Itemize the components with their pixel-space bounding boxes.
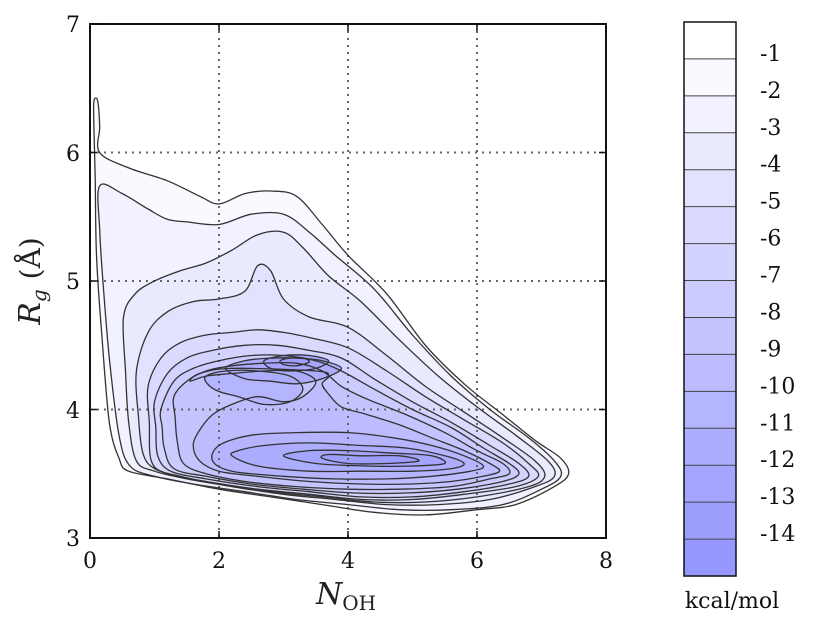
y-tick-label: 7 [66, 13, 80, 38]
colorbar-tick-label: -12 [760, 448, 795, 473]
x-tick-label: 4 [341, 549, 355, 574]
colorbar-band [684, 465, 736, 503]
contour-line-9 [189, 367, 501, 486]
x-tick-label: 6 [470, 549, 484, 574]
y-tick-labels: 3 4 5 6 7 [66, 13, 80, 552]
contour-line-12 [262, 354, 330, 372]
colorbar-band [684, 502, 736, 540]
contour-fills [93, 97, 569, 515]
x-axis-label: NOH [315, 577, 376, 615]
colorbar-tick-label: -4 [760, 153, 781, 178]
contour-line-7 [159, 354, 520, 495]
colorbar-band [684, 169, 736, 208]
colorbar-band [684, 132, 736, 171]
colorbar-tick-label: -3 [760, 116, 781, 141]
contour-line-5 [146, 329, 540, 501]
y-tick-label: 6 [66, 142, 80, 167]
colorbar-band [684, 95, 736, 134]
x-tick-label: 2 [212, 549, 226, 574]
colorbar-tick-label: -2 [760, 79, 781, 104]
colorbar-band [684, 539, 736, 577]
x-tick-label: 8 [599, 549, 613, 574]
contour-line-10 [203, 369, 304, 406]
y-tick-label: 4 [66, 399, 80, 424]
colorbar-band [684, 391, 736, 429]
colorbar-band [684, 22, 736, 60]
colorbar-tick-label: -14 [760, 522, 795, 547]
contour-lines [92, 97, 570, 516]
colorbar-band [684, 354, 736, 392]
x-tick-label: 0 [83, 549, 97, 574]
y-tick-label: 5 [66, 270, 80, 295]
colorbar-band [684, 428, 736, 466]
colorbar-tick-label: -9 [760, 337, 781, 362]
grid-lines [90, 24, 606, 538]
colorbar-band [684, 58, 736, 97]
contour-line-13 [320, 453, 420, 465]
colorbar-tick-label: -6 [760, 227, 781, 252]
colorbar-band [684, 317, 736, 355]
colorbar-tick-label: -10 [760, 374, 795, 399]
contour-line-11 [230, 442, 465, 473]
colorbar-tick-label: -1 [760, 42, 781, 67]
colorbar-frame [683, 21, 737, 577]
contour-line-10 [211, 431, 485, 480]
colorbar-band [684, 206, 736, 245]
contour-line-6 [153, 343, 530, 499]
colorbar-tick-label: -7 [760, 264, 781, 289]
contour-line-13 [279, 357, 311, 367]
contour-line-2 [97, 183, 563, 512]
axis-ticks [89, 23, 607, 539]
x-tick-labels: 0 2 4 6 8 [83, 549, 613, 574]
y-axis-label: Rg(Å) [13, 237, 51, 325]
y-tick-label: 3 [66, 527, 80, 552]
contour-line-11 [224, 357, 343, 385]
colorbar [684, 22, 736, 577]
colorbar-tick-label: -13 [760, 485, 795, 510]
colorbar-unit-label: kcal/mol [685, 589, 779, 614]
colorbar-band [684, 280, 736, 319]
contour-fill-13 [320, 454, 420, 464]
colorbar-tick-label: -5 [760, 190, 781, 215]
colorbar-tick-label: -8 [760, 300, 781, 325]
colorbar-labels: -1 -2 -3 -4 -5 -6 -7 -8 -9 -10 -11 -12 -13 -14 [760, 42, 795, 547]
contour-line-12 [282, 449, 447, 468]
colorbar-band [684, 243, 736, 282]
colorbar-tick-label: -11 [760, 411, 795, 436]
contour-line-1 [92, 97, 570, 516]
